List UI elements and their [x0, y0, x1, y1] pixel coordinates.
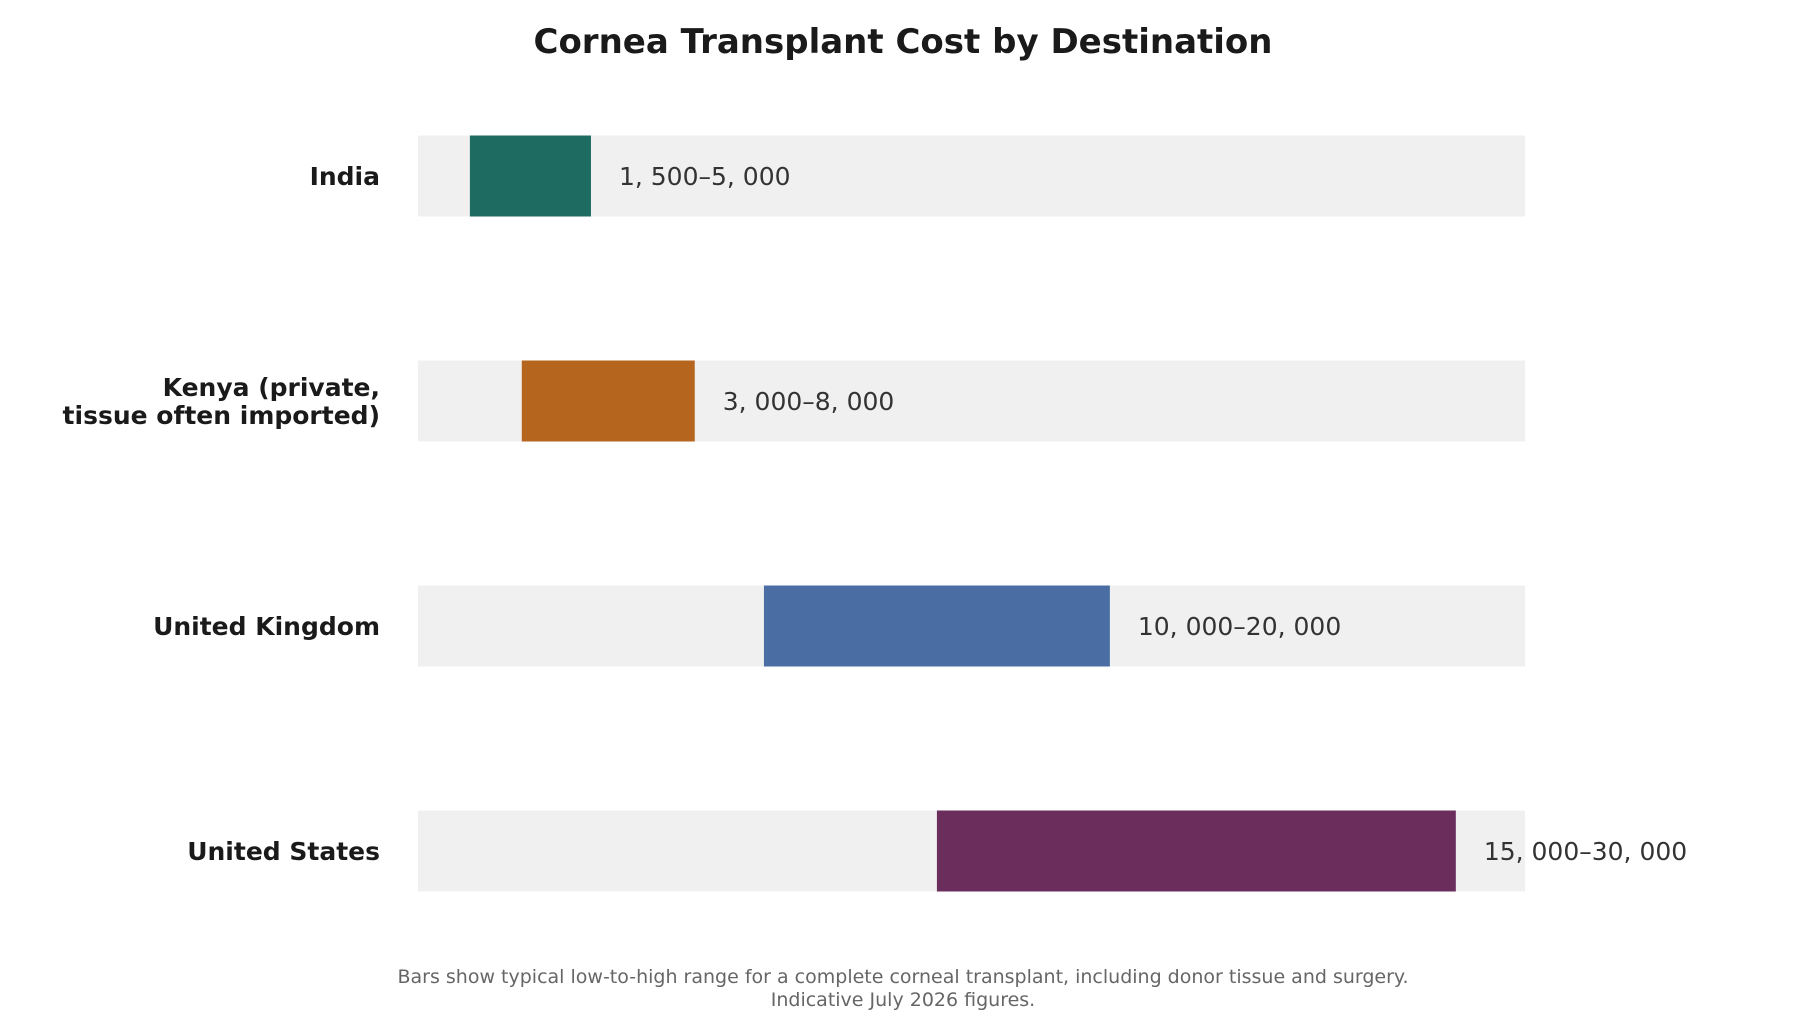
range-bar — [936, 810, 1456, 892]
category-label: Kenya (private, tissue often imported) — [63, 373, 380, 430]
category-label-line: tissue often imported) — [63, 401, 380, 430]
bars-group: India 1, 500–5, 000 Kenya (private, tissue … — [63, 135, 1687, 892]
category-label: United States — [187, 837, 380, 866]
category-label-line: United States — [187, 837, 380, 866]
category-label-line: United Kingdom — [153, 612, 380, 641]
category-label-line: Kenya (private, — [163, 373, 380, 402]
footnote-line-1: Bars show typical low-to-high range for … — [397, 966, 1408, 988]
category-label: United Kingdom — [153, 612, 380, 641]
bar-track — [418, 135, 1525, 217]
value-label: 15, 000–30, 000 — [1484, 837, 1687, 866]
footnote-line-2: Indicative July 2026 figures. — [771, 989, 1035, 1011]
range-bar — [763, 585, 1110, 667]
chart-title: Cornea Transplant Cost by Destination — [534, 22, 1273, 62]
category-label-line: India — [310, 162, 380, 191]
value-label: 3, 000–8, 000 — [723, 387, 895, 416]
value-label: 1, 500–5, 000 — [619, 162, 791, 191]
range-bar — [521, 360, 695, 442]
category-label: India — [310, 162, 380, 191]
range-bar — [469, 135, 591, 217]
value-label: 10, 000–20, 000 — [1138, 612, 1341, 641]
